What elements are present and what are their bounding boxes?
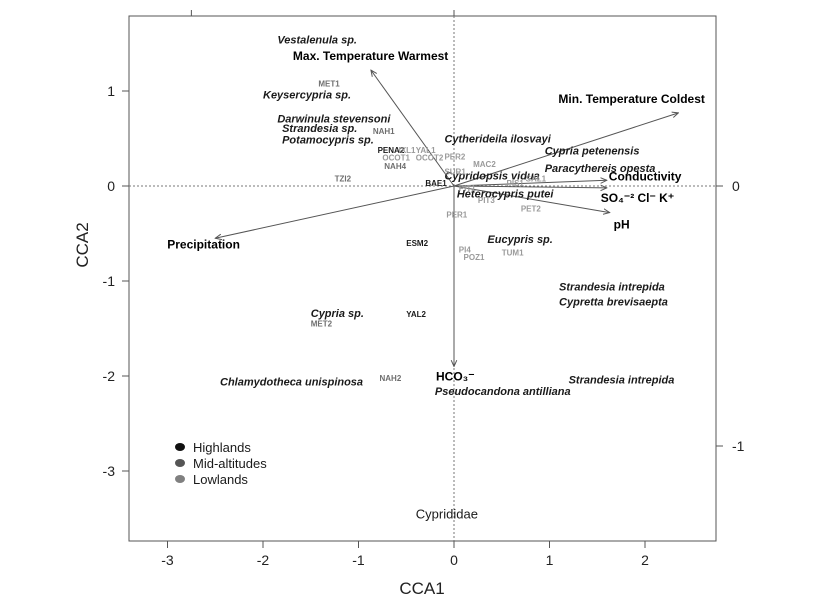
vector-label-so-cl-k: SO₄⁻² Cl⁻ K⁺ [601, 191, 674, 205]
legend-label: Highlands [193, 440, 251, 455]
legend-marker [175, 475, 185, 483]
y-tick-label: 0 [107, 178, 115, 194]
legend-marker [175, 459, 185, 467]
site-label: OCOT2 [416, 153, 444, 162]
vector-label-hco: HCO₃⁻ [436, 370, 475, 384]
species-label: Eucypris sp. [487, 234, 552, 246]
y-tick-label: -1 [103, 273, 116, 289]
site-label: TUM1 [502, 248, 524, 257]
species-label: Darwinula stevensoni [277, 113, 391, 125]
vector-label-min-temperature-coldest: Min. Temperature Coldest [558, 92, 704, 106]
species-label: Chlamydotheca unispinosa [220, 377, 363, 389]
species-label: Cytherideila ilosvayi [444, 133, 551, 145]
species-label: Strandesia intrepida [569, 375, 675, 387]
site-label: PI4 [459, 246, 472, 255]
right-axis: 0 -1 [716, 178, 745, 454]
x-axis: -3 -2 -1 0 1 2 [161, 541, 649, 568]
species-label: Cypretta brevisaepta [559, 297, 668, 309]
site-label: YAL2 [406, 310, 426, 319]
species-labels: Vestalenula sp. Keysercypria sp. Darwinula… [220, 35, 674, 399]
site-label: SUR1 [444, 168, 466, 177]
species-label: Keysercypria sp. [263, 90, 351, 102]
right-tick-label: 0 [732, 178, 740, 194]
x-tick-label: -3 [161, 552, 174, 568]
x-tick-label: -1 [352, 552, 365, 568]
top-ticks [190, 10, 455, 16]
species-label: Cypridopsis vidua [444, 170, 539, 182]
vector-min-temperature-coldest [453, 113, 678, 187]
vector-label-ph: pH [614, 218, 630, 232]
vector-label-precipitation: Precipitation [167, 237, 240, 251]
site-label: TZI2 [335, 174, 352, 183]
vector-conductivity [453, 180, 607, 187]
site-label: NAH4 [384, 162, 406, 171]
legend-marker [175, 443, 185, 451]
y-axis-title: CCA2 [73, 222, 92, 267]
vector-max-temperature-warmest [371, 70, 455, 187]
site-label: PIT1 [459, 184, 476, 193]
vector-label-max-temperature-warmest: Max. Temperature Warmest [293, 49, 448, 63]
x-tick-label: 2 [641, 552, 649, 568]
site-label: IXL1 [399, 146, 416, 155]
legend-label: Mid-altitudes [193, 456, 267, 471]
species-label: Heterocypris putei [457, 188, 555, 200]
right-tick-label: -1 [732, 438, 745, 454]
site-label: PER1 [446, 210, 467, 219]
site-label: OCOT1 [382, 153, 410, 162]
x-tick-label: 1 [546, 552, 554, 568]
zero-lines [129, 16, 716, 541]
site-label: PER2 [444, 152, 465, 161]
site-label: SAL1 [526, 174, 547, 183]
site-label: PENA2 [378, 146, 405, 155]
species-label: Pseudocandona antilliana [435, 386, 571, 398]
x-tick-label: 0 [450, 552, 458, 568]
vector-label-conductivity: Conductivity [609, 169, 682, 183]
vector-so-cl-k [453, 186, 607, 188]
plot-frame [128, 15, 717, 542]
site-label: PET2 [521, 205, 542, 214]
site-label: MET2 [311, 320, 333, 329]
species-label: Cypria sp. [311, 308, 364, 320]
family-label: Cyprididae [416, 507, 478, 522]
site-label: MET1 [318, 79, 340, 88]
y-tick-label: 1 [107, 83, 115, 99]
y-tick-label: -3 [103, 463, 116, 479]
species-label: Strandesia intrepida [559, 282, 665, 294]
site-label: MAC2 [473, 160, 496, 169]
site-label: YAL1 [416, 146, 436, 155]
y-tick-label: -2 [103, 368, 116, 384]
site-label: NAH2 [380, 374, 402, 383]
species-label: Vestalenula sp. [277, 35, 357, 47]
species-label: Strandesia sp. [282, 123, 357, 135]
site-label: POZ1 [464, 253, 485, 262]
y-axis: 1 0 -1 -2 -3 [103, 83, 129, 479]
site-label: PIT3 [478, 196, 495, 205]
site-label: BAE1 [425, 179, 447, 188]
site-label: PIS1 [507, 179, 525, 188]
species-label: Potamocypris sp. [282, 134, 374, 146]
environmental-vectors: Max. Temperature Warmest Min. Temperature… [167, 49, 705, 383]
x-tick-label: -2 [257, 552, 270, 568]
species-label: Paracythereis opesta [545, 163, 656, 175]
vector-precipitation [215, 185, 455, 238]
legend-label: Lowlands [193, 472, 248, 487]
species-label: Cypria petenensis [545, 146, 640, 158]
site-label: NAH1 [373, 127, 395, 136]
x-axis-title: CCA1 [399, 579, 444, 598]
site-label: ESM2 [406, 239, 428, 248]
vector-ph [453, 185, 610, 213]
